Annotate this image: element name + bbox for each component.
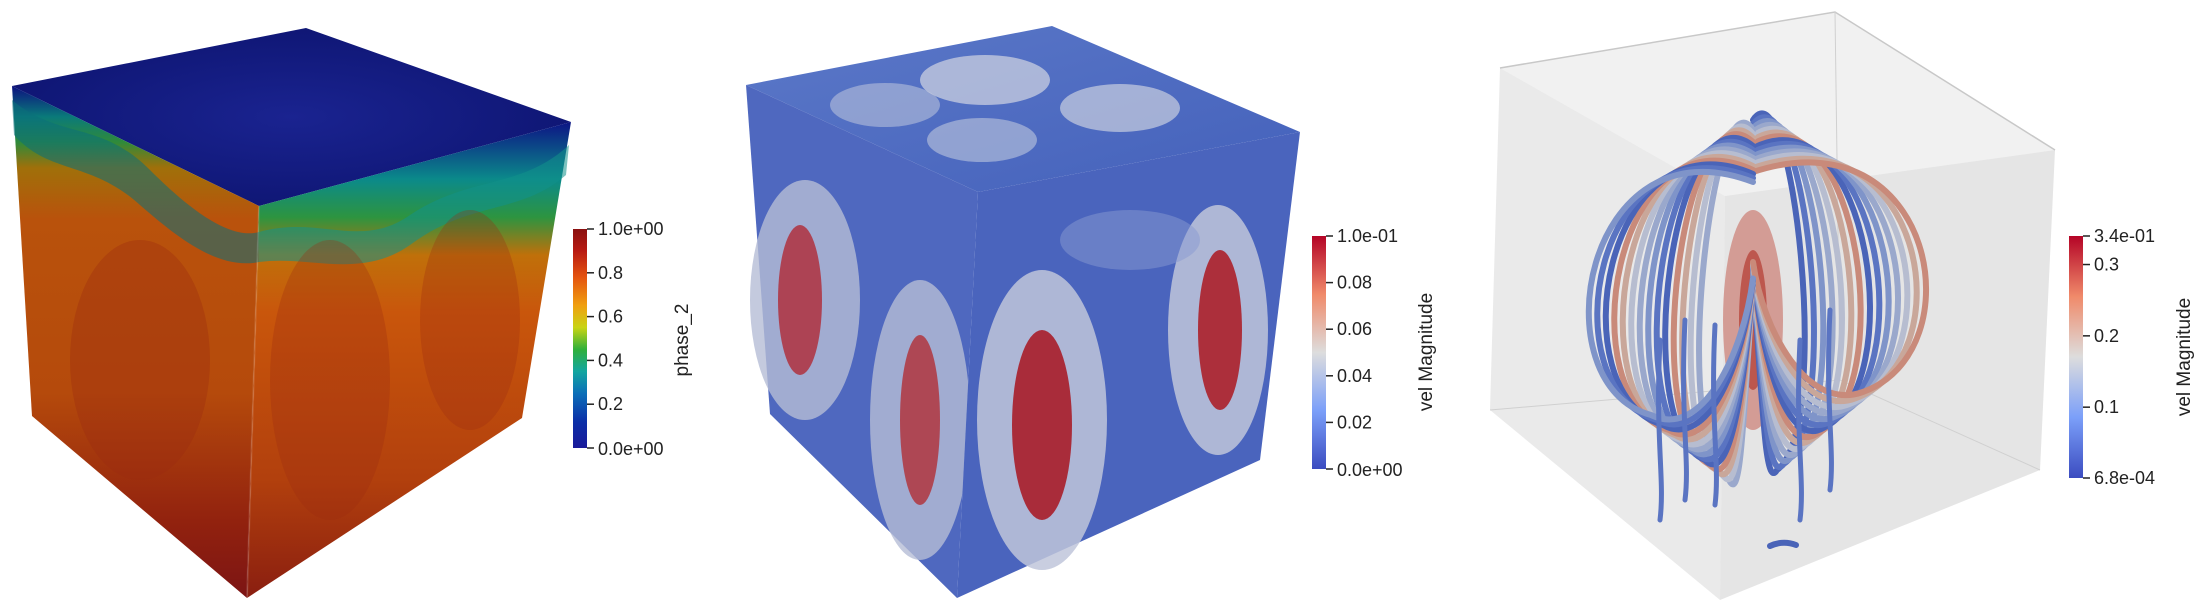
phase-colorbar-gradient [573, 229, 587, 448]
colorbar-tick-label: 0.08 [1337, 273, 1372, 293]
colorbar-tick-label: 0.8 [598, 263, 623, 283]
streamline-tube [1796, 337, 1804, 523]
colorbar-tick-label: 0.04 [1337, 366, 1372, 386]
colorbar-tick-label: 0.1 [2094, 397, 2119, 417]
streamlines-colorbar-gradient [2069, 236, 2083, 478]
isolated-streamline [1767, 539, 1799, 549]
colorbar-tick-label: 0.6 [598, 307, 623, 327]
phase-colorbar-max-label: 1.0e+00 [598, 219, 664, 239]
panel-phase-cube: 0.2 0.4 0.6 0.8 1.0e+00 0.0e+00 phase_2 [0, 0, 730, 614]
streamline-tubes [1585, 110, 1930, 523]
panel-velocity-cube: 0.02 0.04 0.06 0.08 1.0e-01 0.0e+00 vel Mag… [730, 0, 1470, 614]
streamlines-colorbar-title: vel Magnitude [2174, 298, 2195, 416]
streamline-tube [1585, 169, 1756, 423]
velocity-colorbar-title: vel Magnitude [1416, 293, 1437, 411]
phase-cube-render [12, 28, 571, 599]
colorbar-tick-label: 0.3 [2094, 255, 2119, 275]
streamline-tube [1681, 317, 1689, 503]
phase-colorbar: 0.2 0.4 0.6 0.8 1.0e+00 0.0e+00 phase_2 [573, 219, 693, 459]
velocity-cube-render [746, 26, 1300, 598]
colorbar-tick-label: 0.02 [1337, 412, 1372, 432]
colorbar-tick-label: 0.06 [1337, 319, 1372, 339]
colorbar-tick-label: 0.4 [598, 350, 623, 370]
streamlines-colorbar: 0.1 0.2 0.3 3.4e-01 6.8e-04 vel Magnitude [2069, 226, 2195, 488]
phase-colorbar-min-label: 0.0e+00 [598, 439, 664, 459]
velocity-colorbar-min-label: 0.0e+00 [1337, 460, 1403, 480]
streamlines-colorbar-max-label: 3.4e-01 [2094, 226, 2155, 246]
panel-streamlines: 0.1 0.2 0.3 3.4e-01 6.8e-04 vel Magnitude [1470, 0, 2209, 614]
streamlines-colorbar-min-label: 6.8e-04 [2094, 468, 2155, 488]
colorbar-tick-label: 0.2 [598, 394, 623, 414]
velocity-colorbar: 0.02 0.04 0.06 0.08 1.0e-01 0.0e+00 vel Mag… [1312, 226, 1437, 480]
phase-colorbar-title: phase_2 [672, 304, 693, 377]
streamline-tube [1826, 307, 1834, 493]
streamline-tube [1656, 337, 1664, 523]
velocity-colorbar-gradient [1312, 236, 1326, 469]
streamline-tube [1750, 159, 1930, 398]
colorbar-tick-label: 0.2 [2094, 326, 2119, 346]
velocity-colorbar-max-label: 1.0e-01 [1337, 226, 1398, 246]
streamline-tube [1711, 322, 1719, 508]
streamlines-render [1489, 11, 2056, 600]
